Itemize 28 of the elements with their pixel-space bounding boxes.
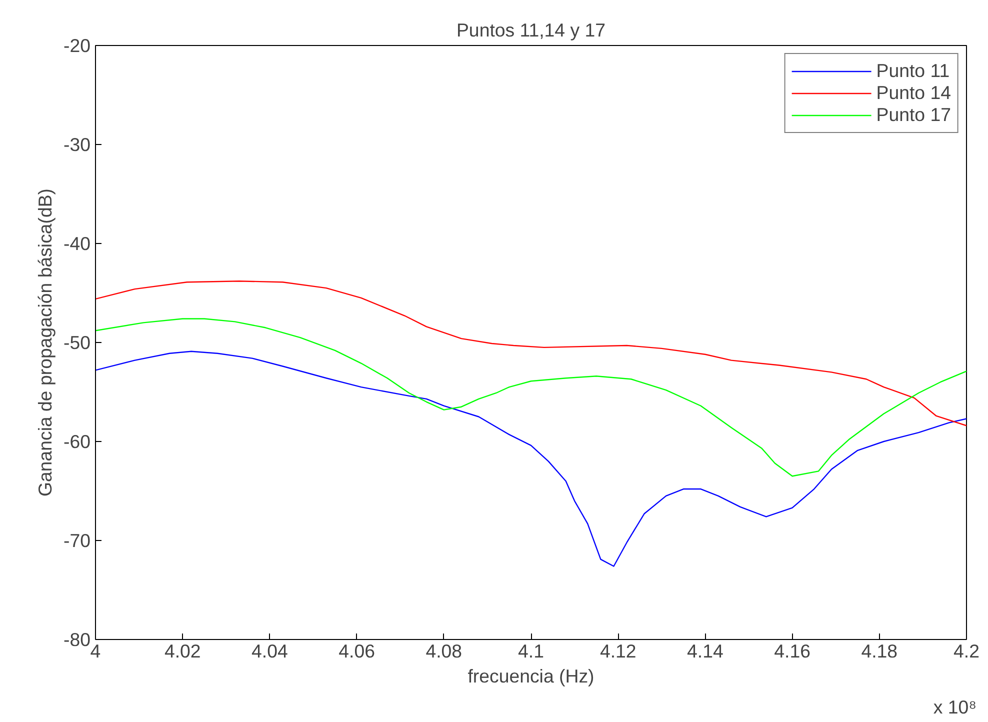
x-tick-label: 4.12 [600,640,636,662]
legend-label: Punto 11 [876,60,950,82]
line-series [96,318,966,477]
x-tick-label: 4 [90,640,101,662]
x-tick-label: 4.02 [164,640,201,662]
x-tick-label: 4.08 [426,640,462,662]
x-tick-label: 4.16 [774,640,810,662]
x-tick-label: 4.2 [954,640,980,662]
line-series [96,280,966,426]
x-tick-label: 4.04 [252,640,288,662]
legend-label: Punto 14 [876,82,951,104]
legend-label: Punto 17 [876,104,951,126]
line-series [96,350,966,567]
y-tick-label: -30 [64,134,91,155]
x-tick-label: 4.06 [338,640,375,662]
y-tick-label: -70 [64,530,91,551]
x-tick-label: 4.18 [861,640,898,662]
x-tick-label: 4.14 [687,640,724,662]
x-tick-label: 4.1 [518,640,544,662]
x-axis-title: frecuencia (Hz) [468,666,594,686]
y-tick-label: -20 [64,35,91,56]
y-tick-label: -60 [64,431,91,452]
text: x 10⁸ [933,696,977,718]
y-axis-title: Ganancia de propagación básica(dB) [34,188,56,497]
y-tick-label: -40 [64,233,91,254]
y-tick-label: -80 [64,629,91,650]
y-tick-label: -50 [64,332,91,353]
chart-title: Puntos 11,14 y 17 [456,20,606,40]
